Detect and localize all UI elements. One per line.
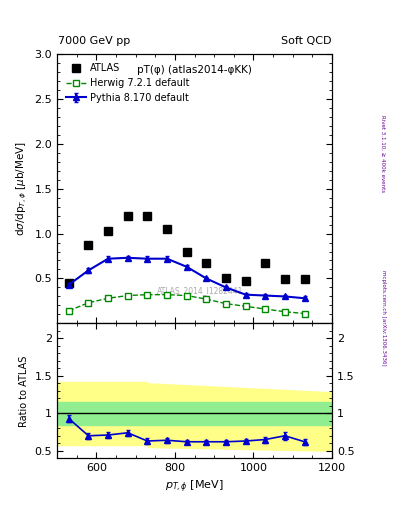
- Y-axis label: d$\sigma$/dp$_{T,\phi}$ [$\mu$b/MeV]: d$\sigma$/dp$_{T,\phi}$ [$\mu$b/MeV]: [15, 141, 29, 236]
- X-axis label: $p_{T,\phi}$ [MeV]: $p_{T,\phi}$ [MeV]: [165, 479, 224, 495]
- ATLAS: [106, 228, 110, 234]
- Herwig 7.2.1 default: [263, 306, 268, 312]
- ATLAS: [86, 242, 91, 248]
- ATLAS: [184, 248, 189, 254]
- ATLAS: [224, 275, 228, 282]
- Herwig 7.2.1 default: [66, 308, 71, 314]
- Herwig 7.2.1 default: [283, 309, 287, 315]
- ATLAS: [125, 212, 130, 219]
- Herwig 7.2.1 default: [204, 296, 209, 302]
- Text: pT(φ) (atlas2014-φKK): pT(φ) (atlas2014-φKK): [137, 65, 252, 75]
- ATLAS: [263, 260, 268, 266]
- Herwig 7.2.1 default: [86, 300, 91, 306]
- ATLAS: [204, 260, 209, 266]
- Text: Rivet 3.1.10, ≥ 400k events: Rivet 3.1.10, ≥ 400k events: [381, 115, 386, 192]
- Herwig 7.2.1 default: [302, 310, 307, 316]
- Herwig 7.2.1 default: [184, 292, 189, 298]
- Text: ATLAS_2014_I1282441: ATLAS_2014_I1282441: [157, 287, 243, 295]
- Herwig 7.2.1 default: [165, 291, 169, 297]
- Text: mcplots.cern.ch [arXiv:1306.3436]: mcplots.cern.ch [arXiv:1306.3436]: [381, 270, 386, 365]
- ATLAS: [283, 276, 287, 283]
- Text: 7000 GeV pp: 7000 GeV pp: [58, 36, 130, 46]
- Herwig 7.2.1 default: [145, 291, 150, 297]
- Herwig 7.2.1 default: [106, 295, 110, 302]
- Legend: ATLAS, Herwig 7.2.1 default, Pythia 8.170 default: ATLAS, Herwig 7.2.1 default, Pythia 8.17…: [62, 59, 193, 106]
- ATLAS: [302, 276, 307, 283]
- Herwig 7.2.1 default: [243, 303, 248, 309]
- ATLAS: [243, 278, 248, 284]
- ATLAS: [165, 226, 169, 232]
- Line: Herwig 7.2.1 default: Herwig 7.2.1 default: [66, 291, 308, 316]
- Line: ATLAS: ATLAS: [65, 212, 309, 287]
- Herwig 7.2.1 default: [224, 301, 228, 307]
- Y-axis label: Ratio to ATLAS: Ratio to ATLAS: [19, 355, 29, 426]
- Herwig 7.2.1 default: [125, 292, 130, 298]
- ATLAS: [66, 280, 71, 286]
- ATLAS: [145, 212, 150, 219]
- Text: Soft QCD: Soft QCD: [281, 36, 331, 46]
